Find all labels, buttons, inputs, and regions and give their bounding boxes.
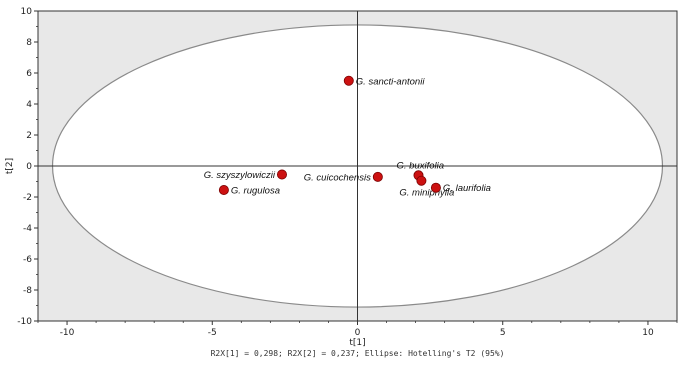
data-point bbox=[372, 171, 383, 182]
point-label: G. rugulosa bbox=[231, 186, 280, 197]
y-tick-label: 2 bbox=[26, 131, 32, 141]
data-point bbox=[218, 185, 229, 196]
data-point bbox=[416, 175, 427, 186]
y-tick-label: 4 bbox=[26, 100, 32, 110]
data-point bbox=[430, 182, 441, 193]
y-axis-label: t[2] bbox=[5, 158, 15, 174]
points-layer: G. sancti-antonii G. szyszylowiczii G. rug… bbox=[204, 75, 491, 199]
point-label: G. cuicochensis bbox=[304, 172, 371, 183]
y-tick-label: 10 bbox=[21, 7, 33, 17]
x-tick-label: 10 bbox=[642, 328, 654, 338]
y-tick-label: -10 bbox=[17, 317, 32, 327]
point-label: G. buxifolia bbox=[396, 160, 444, 171]
data-point bbox=[276, 169, 287, 180]
point-label: G. szyszylowiczii bbox=[204, 170, 276, 181]
point-label: G. laurifolia bbox=[443, 183, 491, 194]
y-tick-label: -4 bbox=[23, 224, 32, 234]
y-tick-label: -8 bbox=[23, 286, 32, 296]
x-tick-label: 0 bbox=[355, 328, 361, 338]
y-tick-label: -2 bbox=[23, 193, 32, 203]
y-axis: -10 -8 -6 -4 -2 0 2 4 6 8 10 bbox=[17, 7, 38, 327]
point-label: G. miniphylla bbox=[399, 188, 454, 199]
point-label: G. sancti-antonii bbox=[356, 76, 426, 87]
y-tick-label: 8 bbox=[26, 38, 32, 48]
y-tick-label: 0 bbox=[26, 162, 32, 172]
x-axis-label: t[1] bbox=[349, 338, 365, 348]
y-tick-label: 6 bbox=[26, 69, 32, 79]
x-tick-label: -10 bbox=[60, 328, 75, 338]
data-point bbox=[343, 75, 354, 86]
chart-caption: R2X[1] = 0,298; R2X[2] = 0,237; Ellipse:… bbox=[211, 349, 505, 358]
x-tick-label: -5 bbox=[208, 328, 217, 338]
y-tick-label: -6 bbox=[23, 255, 32, 265]
x-axis: -10 -5 0 5 10 bbox=[37, 321, 678, 338]
x-tick-label: 5 bbox=[500, 328, 506, 338]
